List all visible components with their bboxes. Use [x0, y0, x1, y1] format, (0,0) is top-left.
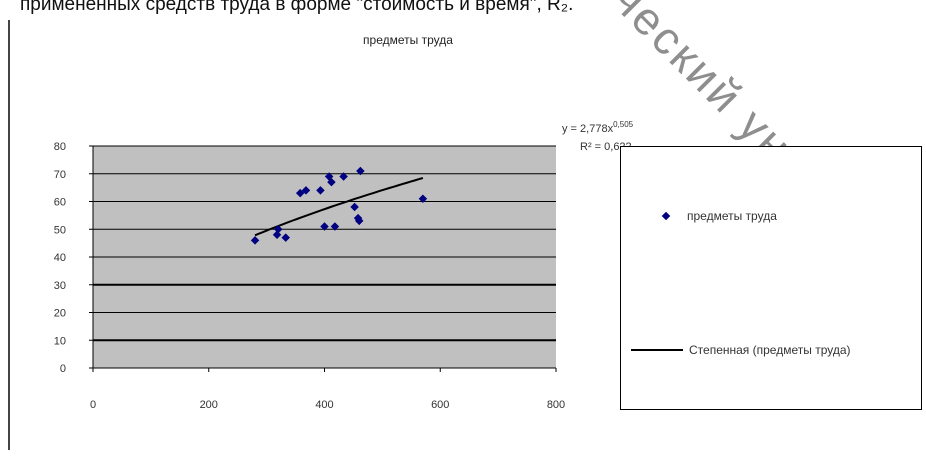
data-point — [320, 222, 329, 231]
legend-label-trendline: Степенная (предметы труда) — [689, 343, 851, 357]
legend-label-points: предметы труда — [687, 209, 777, 223]
y-tick-label: 20 — [54, 308, 66, 320]
y-tick-label: 60 — [54, 197, 66, 209]
r-squared-label: R² = 0,622 — [580, 141, 632, 153]
trend-equation-exponent: 0,505 — [613, 120, 634, 129]
data-point — [301, 186, 311, 195]
trend-equation: y = 2,778x0,505 — [562, 120, 634, 135]
y-tick-label: 80 — [54, 141, 66, 153]
data-point — [339, 172, 348, 181]
data-point — [281, 233, 290, 242]
page-top-text: применённых средств труда в форме "стоим… — [20, 0, 574, 15]
x-tick-label: 600 — [431, 399, 449, 411]
data-point — [354, 216, 364, 226]
trend-equation-base: y = 2,778x — [562, 123, 614, 135]
trendline-group — [254, 177, 424, 237]
y-tick-label: 70 — [54, 169, 66, 181]
chart-title: предметы труда — [363, 33, 453, 47]
trendline — [254, 177, 424, 237]
legend-item-points: предметы труда — [661, 209, 777, 223]
axes — [89, 145, 557, 372]
x-tick-label: 0 — [90, 399, 96, 411]
left-border-rule — [8, 20, 10, 450]
data-point — [273, 225, 283, 234]
data-point — [418, 194, 428, 203]
y-tick-label: 0 — [60, 363, 66, 375]
legend-line-icon — [631, 349, 683, 351]
y-tick-label: 40 — [54, 252, 66, 264]
x-tick-label: 400 — [315, 399, 333, 411]
x-tick-label: 200 — [200, 399, 218, 411]
y-tick-label: 50 — [54, 224, 66, 236]
x-tick-label: 800 — [547, 399, 565, 411]
legend-item-trendline: Степенная (предметы труда) — [631, 343, 851, 357]
data-point — [350, 202, 359, 212]
data-point — [327, 177, 336, 187]
data-point — [356, 166, 365, 176]
y-tick-label: 10 — [54, 335, 66, 347]
data-point — [316, 186, 325, 195]
chart-legend: предметы труда Степенная (предметы труда… — [620, 146, 922, 410]
data-point — [272, 230, 282, 240]
data-points — [250, 166, 428, 245]
legend-marker-icon — [661, 211, 671, 221]
y-tick-label: 30 — [54, 280, 66, 292]
data-point — [295, 188, 305, 198]
data-point — [330, 222, 340, 231]
